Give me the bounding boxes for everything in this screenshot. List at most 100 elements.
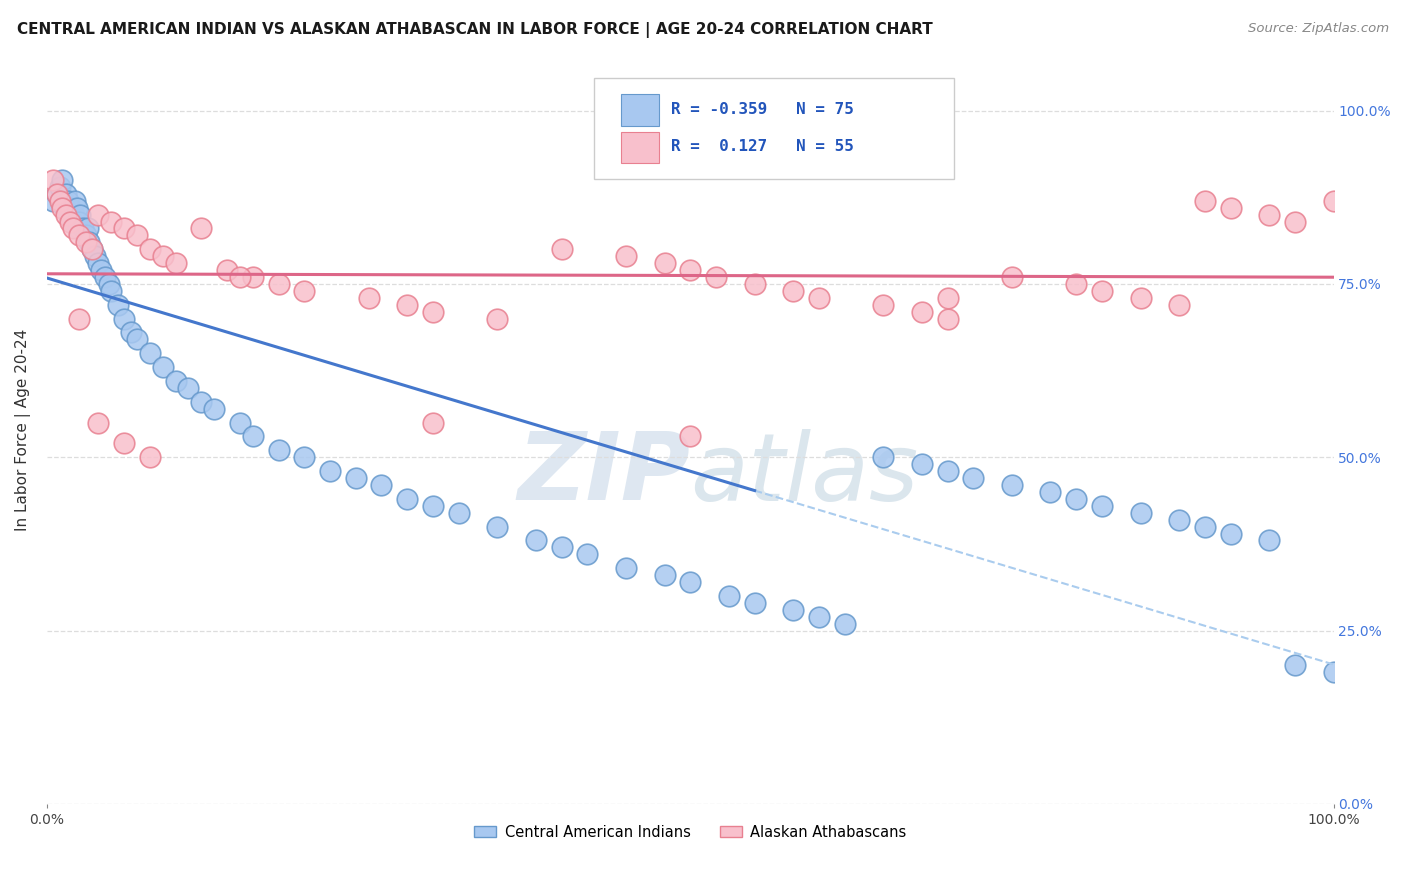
Alaskan Athabascans <box>51 201 73 215</box>
Text: atlas: atlas <box>690 429 918 520</box>
Text: Source: ZipAtlas.com: Source: ZipAtlas.com <box>1249 22 1389 36</box>
Text: R = -0.359   N = 75: R = -0.359 N = 75 <box>671 102 853 117</box>
Central American Indians <box>744 596 766 610</box>
Alaskan Athabascans <box>100 214 122 228</box>
Central American Indians <box>53 201 76 215</box>
Alaskan Athabascans <box>1129 291 1152 305</box>
Central American Indians <box>190 394 212 409</box>
Central American Indians <box>46 186 69 201</box>
Central American Indians <box>422 499 444 513</box>
Alaskan Athabascans <box>1284 214 1306 228</box>
Central American Indians <box>1258 533 1281 548</box>
Central American Indians <box>177 381 200 395</box>
Alaskan Athabascans <box>190 221 212 235</box>
Central American Indians <box>97 277 120 291</box>
Central American Indians <box>120 326 142 340</box>
Central American Indians <box>319 464 342 478</box>
Alaskan Athabascans <box>165 256 187 270</box>
Alaskan Athabascans <box>936 291 959 305</box>
Alaskan Athabascans <box>49 194 72 208</box>
Alaskan Athabascans <box>80 242 103 256</box>
Central American Indians <box>1039 485 1062 500</box>
Alaskan Athabascans <box>139 450 162 465</box>
Central American Indians <box>66 221 89 235</box>
Central American Indians <box>55 186 77 201</box>
Central American Indians <box>524 533 547 548</box>
Central American Indians <box>292 450 315 465</box>
Central American Indians <box>486 519 509 533</box>
Alaskan Athabascans <box>229 270 252 285</box>
Alaskan Athabascans <box>679 429 702 443</box>
Central American Indians <box>52 194 75 208</box>
Alaskan Athabascans <box>782 284 804 298</box>
Alaskan Athabascans <box>62 221 84 235</box>
Central American Indians <box>165 374 187 388</box>
Central American Indians <box>62 214 84 228</box>
Alaskan Athabascans <box>936 311 959 326</box>
Alaskan Athabascans <box>654 256 676 270</box>
Alaskan Athabascans <box>1001 270 1024 285</box>
Central American Indians <box>872 450 894 465</box>
Central American Indians <box>202 401 225 416</box>
Central American Indians <box>1194 519 1216 533</box>
Alaskan Athabascans <box>422 304 444 318</box>
Alaskan Athabascans <box>125 228 148 243</box>
Central American Indians <box>654 568 676 582</box>
Central American Indians <box>1168 513 1191 527</box>
Alaskan Athabascans <box>139 242 162 256</box>
Central American Indians <box>1219 526 1241 541</box>
Alaskan Athabascans <box>152 249 174 263</box>
Central American Indians <box>49 180 72 194</box>
Alaskan Athabascans <box>87 416 110 430</box>
Central American Indians <box>834 616 856 631</box>
Central American Indians <box>59 201 82 215</box>
Text: CENTRAL AMERICAN INDIAN VS ALASKAN ATHABASCAN IN LABOR FORCE | AGE 20-24 CORRELA: CENTRAL AMERICAN INDIAN VS ALASKAN ATHAB… <box>17 22 932 38</box>
Alaskan Athabascans <box>67 228 90 243</box>
FancyBboxPatch shape <box>621 94 659 126</box>
Alaskan Athabascans <box>872 298 894 312</box>
Central American Indians <box>962 471 984 485</box>
Central American Indians <box>1129 506 1152 520</box>
Central American Indians <box>911 457 934 471</box>
Central American Indians <box>72 221 94 235</box>
Alaskan Athabascans <box>614 249 637 263</box>
Central American Indians <box>63 208 86 222</box>
Central American Indians <box>396 491 419 506</box>
FancyBboxPatch shape <box>621 131 659 163</box>
Alaskan Athabascans <box>75 235 97 250</box>
Alaskan Athabascans <box>357 291 380 305</box>
Central American Indians <box>1064 491 1087 506</box>
Central American Indians <box>229 416 252 430</box>
Central American Indians <box>94 270 117 285</box>
Central American Indians <box>447 506 470 520</box>
Central American Indians <box>1284 658 1306 673</box>
Alaskan Athabascans <box>911 304 934 318</box>
Central American Indians <box>83 249 105 263</box>
Alaskan Athabascans <box>396 298 419 312</box>
Alaskan Athabascans <box>1322 194 1344 208</box>
Alaskan Athabascans <box>87 208 110 222</box>
Alaskan Athabascans <box>1064 277 1087 291</box>
Y-axis label: In Labor Force | Age 20-24: In Labor Force | Age 20-24 <box>15 328 31 531</box>
Alaskan Athabascans <box>292 284 315 298</box>
Central American Indians <box>90 263 112 277</box>
Alaskan Athabascans <box>422 416 444 430</box>
Central American Indians <box>242 429 264 443</box>
Alaskan Athabascans <box>744 277 766 291</box>
Central American Indians <box>107 298 129 312</box>
FancyBboxPatch shape <box>593 78 955 178</box>
Central American Indians <box>1322 665 1344 680</box>
Alaskan Athabascans <box>112 221 135 235</box>
Central American Indians <box>679 575 702 590</box>
Central American Indians <box>807 609 830 624</box>
Central American Indians <box>614 561 637 575</box>
Alaskan Athabascans <box>59 214 82 228</box>
Central American Indians <box>75 228 97 243</box>
Alaskan Athabascans <box>550 242 572 256</box>
Central American Indians <box>125 333 148 347</box>
Text: ZIP: ZIP <box>517 428 690 521</box>
Alaskan Athabascans <box>267 277 290 291</box>
Central American Indians <box>782 603 804 617</box>
Central American Indians <box>79 235 101 250</box>
Alaskan Athabascans <box>679 263 702 277</box>
